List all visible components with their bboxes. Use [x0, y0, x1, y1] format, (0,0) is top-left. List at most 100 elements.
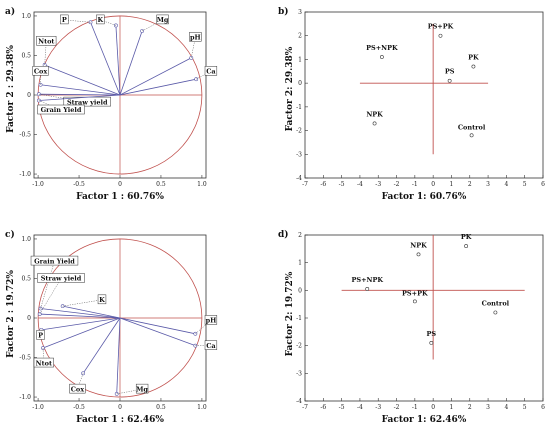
panel-d-xtick-label: -5 — [339, 404, 345, 411]
panel-b-xtick-label: -4 — [357, 181, 363, 188]
panel-d-ytick-label: -3 — [296, 370, 302, 377]
panel-d-xtick-label: 6 — [541, 404, 545, 411]
panel-d-ytick-label: 2 — [298, 232, 302, 239]
panel-a-vector — [90, 22, 121, 96]
panel-d-xtick-label: -3 — [375, 404, 381, 411]
panel-a-leader-line — [196, 71, 212, 80]
panel-c-vector — [39, 313, 121, 319]
panel-c-vector — [40, 308, 121, 319]
panel-d-xtick-label: -1 — [412, 404, 418, 411]
panel-a-variable-label: Ca — [206, 67, 216, 75]
panel-b-xtick-label: -6 — [320, 181, 326, 188]
panel-b-score-point — [372, 121, 377, 126]
panel-a-label-box — [32, 66, 49, 76]
panel-b-xlabel: Factor 1: 60.76% — [382, 192, 467, 202]
panel-c-label-box — [30, 255, 79, 266]
panel-b-ytick-label: 2 — [298, 33, 302, 40]
panel-b-xtick-label: -1 — [412, 181, 418, 188]
panel-c-variable-label: Mg — [136, 385, 148, 393]
panel-d-frame — [304, 234, 544, 402]
panel-a-ytick-label: -1.0 — [19, 171, 31, 178]
panel-b-score-point — [438, 33, 443, 38]
panel-b-xtick-label: 6 — [541, 181, 545, 188]
panel-c-variable-label: P — [38, 332, 43, 340]
panel-a-loadings-plot: a) Factor 1 : 60.76% Factor 2 : 29.38% -… — [5, 6, 218, 202]
panel-b-ytick-label: -2 — [296, 128, 302, 135]
panel-c-ytick-label: -1.0 — [19, 394, 31, 401]
panel-d-score-point — [493, 310, 498, 315]
panel-a-ytick-label: -0.5 — [19, 132, 31, 139]
panel-a-xtick-label: -1.0 — [32, 181, 44, 188]
panel-a-vector — [119, 57, 192, 96]
panel-c-label-box — [33, 357, 54, 368]
panel-d-xtick-label: -4 — [357, 404, 363, 411]
panel-b-xtick-label: 4 — [504, 181, 508, 188]
panel-d-ytick-label: -1 — [296, 315, 302, 322]
panel-b-ytick-label: 3 — [298, 9, 302, 16]
panel-a-vector — [38, 93, 121, 96]
panel-c-vector — [119, 317, 196, 347]
panel-c-ylabel: Factor 2 : 19.72% — [6, 270, 16, 358]
panel-c-leader-line — [39, 278, 62, 315]
panel-c-xlabel: Factor 1 : 62.46% — [76, 415, 164, 425]
panel-b-xtick-label: -5 — [339, 181, 345, 188]
panel-a-variable-label: Ntot — [38, 37, 54, 45]
panel-d-xtick-label: -6 — [320, 404, 326, 411]
panel-d-ytick-label: 0 — [298, 287, 302, 294]
panel-c-vector — [42, 317, 121, 349]
panel-b-frame — [304, 11, 544, 179]
panel-b-score-point — [379, 55, 384, 59]
panel-d-label: d) — [278, 229, 289, 240]
panel-c-vector — [119, 317, 196, 335]
panel-a-ytick-label: 0 — [27, 92, 31, 99]
panel-c-label-box — [97, 294, 107, 305]
panel-a-vector-tip — [194, 77, 199, 82]
panel-b-ytick-label: -3 — [296, 151, 302, 158]
panel-c-xtick-label: 0.5 — [156, 404, 166, 411]
panel-c-leader-line — [62, 299, 103, 307]
panel-a-vector — [40, 84, 121, 96]
panel-b-score-point — [469, 133, 474, 138]
panel-a-variable-label: K — [98, 16, 104, 24]
panel-d-scores-plot: d) Factor 1: 62.46% Factor 2: 19.72% -7-… — [278, 229, 545, 425]
panel-d-xtick-label: -2 — [394, 404, 400, 411]
panel-d-ytick-label: -2 — [296, 343, 302, 350]
panel-d-ytick-label: -4 — [296, 398, 302, 405]
panel-b-xtick-label: -7 — [302, 181, 308, 188]
panel-b-treatment-label: PS — [445, 68, 455, 76]
panel-b-treatment-label: NPK — [366, 110, 383, 118]
panel-d-treatment-label: PS+PK — [402, 289, 428, 297]
panel-c-variable-label: Ntot — [36, 359, 52, 367]
panel-b-ylabel: Factor 2: 29.38% — [285, 46, 295, 131]
panel-c-xtick-label: -0.5 — [73, 404, 85, 411]
panel-a-label-box — [60, 14, 69, 25]
panel-a-vector — [119, 30, 143, 96]
panel-b-xtick-label: -2 — [394, 181, 400, 188]
panel-a-vector — [119, 78, 197, 96]
panel-a-xtick-label: 1.0 — [197, 181, 207, 188]
panel-c-ytick-label: 0.5 — [21, 275, 31, 282]
panel-c-label-box — [36, 330, 45, 340]
panel-a-label-box — [204, 66, 218, 76]
panel-a-ytick-label: 1.0 — [21, 13, 31, 20]
panel-a-label-box — [156, 14, 169, 25]
panel-a-label-box — [189, 32, 202, 42]
panel-c-label-box — [135, 383, 149, 394]
panel-b-scores-plot: b) Factor 1: 60.76% Factor 2: 29.38% -7-… — [278, 6, 545, 202]
panel-a-label: a) — [5, 6, 15, 17]
panel-a-ylabel: Factor 2 : 29.38% — [6, 45, 16, 133]
panel-c-label-box — [204, 340, 218, 350]
panel-a-vector — [38, 94, 121, 101]
panel-b-xtick-label: 2 — [468, 181, 472, 188]
panel-b-treatment-label: Control — [458, 123, 486, 131]
panel-a-variable-label: P — [62, 16, 67, 24]
panel-d-xtick-label: 2 — [468, 404, 472, 411]
panel-a-label-box — [37, 104, 85, 115]
panel-b-xtick-label: 3 — [486, 181, 490, 188]
panel-c-vector — [116, 317, 121, 394]
panel-b-xtick-label: 0 — [431, 181, 435, 188]
panel-a-vector — [115, 25, 121, 96]
panel-d-treatment-label: NPK — [410, 241, 427, 249]
panel-d-xlabel: Factor 1: 62.46% — [382, 415, 467, 425]
